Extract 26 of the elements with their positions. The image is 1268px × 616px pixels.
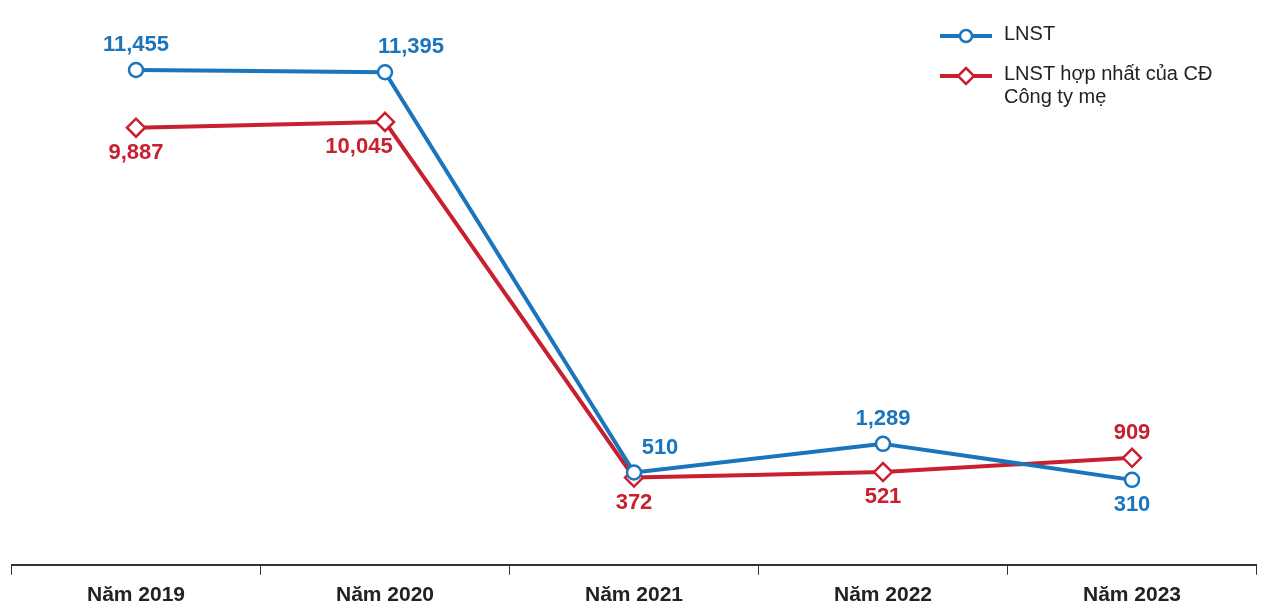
point <box>125 117 147 138</box>
x-tick-label: Năm 2019 <box>86 582 186 606</box>
x-tick-label: Năm 2023 <box>1082 582 1182 606</box>
data-label: 310 <box>1113 490 1151 516</box>
data-label: 9,887 <box>108 138 164 164</box>
point <box>1121 447 1143 469</box>
point <box>127 61 145 79</box>
point <box>1123 471 1141 489</box>
point <box>874 435 892 453</box>
data-label: 1,289 <box>855 404 911 430</box>
data-label: 909 <box>1113 418 1151 444</box>
x-tick-label: Năm 2020 <box>335 582 435 606</box>
data-label: 11,395 <box>377 33 445 59</box>
point <box>376 64 394 81</box>
data-label: 510 <box>641 433 679 459</box>
data-label: 372 <box>615 488 653 514</box>
point <box>625 464 643 481</box>
x-tick-label: Năm 2022 <box>833 582 933 606</box>
point <box>374 111 396 133</box>
point <box>872 461 894 483</box>
data-label: 11,455 <box>102 31 170 57</box>
legend-label: LNST hợp nhất của CĐ Công ty mẹ <box>1004 62 1214 108</box>
legend-label: LNST <box>1004 22 1056 45</box>
data-label: 521 <box>864 483 902 509</box>
x-tick-label: Năm 2021 <box>584 582 684 606</box>
data-label: 10,045 <box>325 132 393 158</box>
